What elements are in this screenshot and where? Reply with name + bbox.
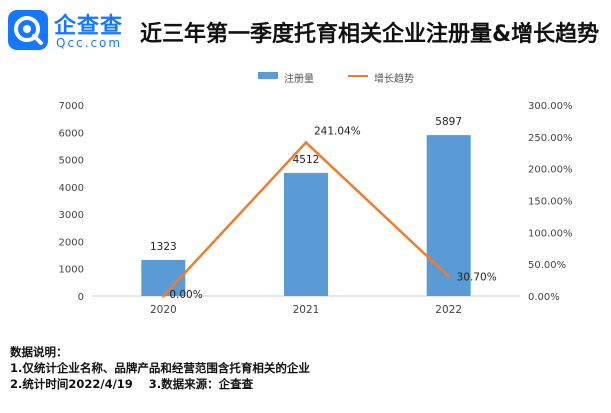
x-tick-label: 2020 (150, 304, 177, 316)
notes-line-1: 1.仅统计企业名称、品牌产品和经营范围含托育相关的企业 (10, 361, 310, 375)
bar (426, 135, 471, 296)
x-tick-label: 2022 (435, 304, 462, 316)
qcc-logo-icon (8, 10, 48, 50)
growth-value-label: 30.70% (457, 271, 497, 283)
bar-value-label: 5897 (435, 116, 462, 128)
y-left-tick-label: 7000 (59, 101, 84, 112)
growth-point (447, 274, 451, 278)
notes-line-2: 2.统计时间2022/4/19 3.数据来源：企查查 (10, 377, 254, 391)
bar (284, 172, 328, 296)
y-right-tick-label: 250.00% (528, 133, 573, 144)
brand-name-cn: 企查查 (54, 14, 124, 39)
chart-title: 近三年第一季度托育相关企业注册量&增长趋势 (140, 22, 600, 47)
legend-line-swatch (348, 75, 368, 77)
y-right-tick-label: 100.00% (528, 228, 573, 239)
y-right-tick-label: 150.00% (528, 197, 573, 208)
growth-value-label: 0.00% (169, 289, 202, 301)
y-left-tick-label: 0 (78, 292, 84, 303)
y-left-tick-label: 4000 (59, 183, 84, 194)
combo-chart: 0 1000 2000 3000 4000 5000 6000 7000 0.00% 50.00%… (59, 101, 573, 316)
y-left-tick-label: 3000 (59, 210, 84, 221)
header: 企查查 Qcc.com 近三年第一季度托育相关企业注册量&增长趋势 (0, 0, 611, 60)
x-tick-label: 2021 (293, 304, 320, 316)
legend-label-bar: 注册量 (284, 74, 314, 85)
growth-point (304, 141, 308, 145)
y-right-tick-label: 0.00% (528, 292, 560, 303)
notes-heading: 数据说明： (10, 345, 68, 359)
growth-point (161, 294, 165, 298)
y-right-tick-label: 50.00% (528, 260, 566, 271)
bar (141, 259, 186, 296)
bar-value-label: 1323 (150, 241, 177, 253)
growth-value-label: 241.04% (314, 126, 361, 138)
legend-bar-swatch (258, 72, 278, 79)
brand-name-en: Qcc.com (56, 36, 123, 50)
bar-value-label: 4512 (293, 154, 320, 166)
data-notes: 数据说明： 1.仅统计企业名称、品牌产品和经营范围含托育相关的企业 2.统计时间… (10, 344, 310, 392)
y-left-tick-label: 6000 (59, 128, 84, 139)
y-left-tick-label: 2000 (59, 237, 84, 248)
y-right-tick-label: 300.00% (528, 101, 573, 112)
y-left-tick-label: 1000 (59, 265, 84, 276)
y-right-tick-label: 200.00% (528, 165, 573, 176)
legend-label-line: 增长趋势 (374, 74, 414, 85)
y-left-tick-label: 5000 (59, 156, 84, 167)
